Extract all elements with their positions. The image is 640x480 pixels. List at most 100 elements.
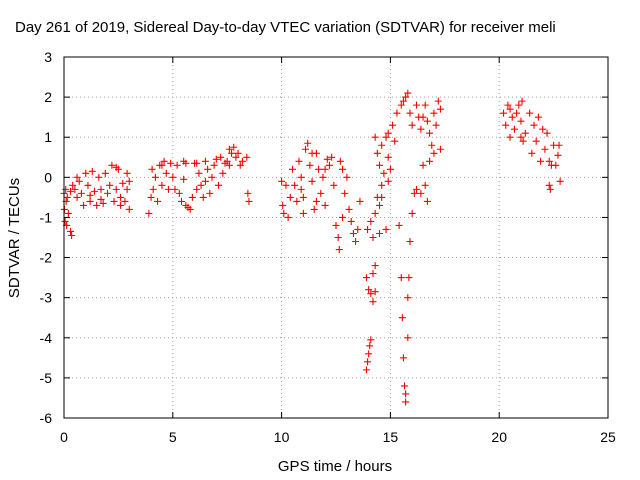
- data-point: [369, 234, 377, 241]
- data-point: [319, 173, 327, 181]
- data-point: [382, 225, 390, 233]
- data-point: [430, 149, 438, 157]
- data-point: [397, 274, 405, 282]
- data-point: [112, 163, 120, 171]
- data-point: [384, 153, 392, 161]
- data-point: [154, 197, 162, 205]
- data-point: [378, 181, 386, 189]
- data-point: [371, 262, 379, 270]
- data-point: [86, 197, 94, 205]
- data-point: [369, 298, 377, 306]
- data-point: [404, 294, 412, 302]
- data-point: [539, 125, 547, 133]
- data-point: [413, 101, 421, 109]
- data-point: [84, 181, 92, 189]
- data-point: [125, 177, 133, 185]
- data-point: [201, 157, 209, 165]
- data-point: [517, 117, 525, 125]
- data-point: [537, 157, 545, 165]
- data-point: [398, 314, 406, 322]
- data-point: [164, 185, 172, 193]
- x-tick-label: 0: [60, 429, 68, 445]
- data-point: [518, 97, 526, 105]
- data-point: [395, 221, 403, 229]
- data-point: [413, 185, 421, 193]
- data-point: [426, 157, 434, 165]
- data-point: [521, 129, 529, 137]
- chart-title: Day 261 of 2019, Sidereal Day-to-day VTE…: [15, 19, 556, 36]
- data-point: [173, 161, 181, 169]
- data-point: [69, 181, 77, 189]
- data-point: [117, 201, 125, 209]
- data-point: [171, 185, 179, 193]
- data-point: [312, 197, 320, 205]
- data-point: [421, 101, 429, 109]
- data-point: [334, 234, 342, 241]
- data-point: [62, 185, 70, 193]
- data-point: [151, 173, 159, 181]
- data-point: [378, 141, 386, 149]
- data-point: [188, 193, 196, 201]
- data-point: [282, 181, 290, 189]
- data-point: [534, 113, 542, 121]
- data-point: [158, 161, 166, 169]
- data-point: [88, 167, 96, 175]
- data-point: [417, 189, 425, 197]
- data-point: [399, 97, 407, 105]
- data-point: [123, 169, 131, 177]
- data-point: [376, 161, 384, 169]
- data-point: [297, 185, 305, 193]
- data-point: [347, 217, 355, 225]
- data-point: [244, 189, 252, 197]
- data-point: [110, 197, 118, 205]
- data-point: [554, 151, 562, 159]
- data-point: [302, 145, 310, 153]
- data-point: [99, 199, 107, 207]
- data-point: [321, 201, 329, 209]
- data-point: [206, 189, 214, 197]
- data-point: [212, 155, 220, 163]
- data-point: [532, 137, 540, 145]
- data-point: [297, 173, 305, 181]
- data-point: [280, 209, 288, 217]
- grid: [64, 57, 608, 418]
- data-point: [502, 121, 510, 129]
- data-point: [419, 161, 427, 169]
- data-point: [75, 177, 83, 185]
- data-points: [60, 89, 564, 406]
- x-tick-label: 20: [491, 429, 507, 445]
- data-point: [145, 209, 153, 217]
- data-point: [245, 197, 253, 205]
- y-tick-label: -2: [40, 250, 53, 266]
- data-point: [82, 169, 90, 177]
- y-tick-label: 3: [44, 49, 52, 65]
- data-point: [208, 173, 216, 181]
- data-point: [384, 129, 392, 137]
- data-point: [402, 390, 410, 398]
- data-point: [73, 193, 81, 201]
- data-point: [552, 161, 560, 169]
- data-point: [304, 139, 312, 147]
- data-point: [336, 157, 344, 165]
- data-point: [195, 169, 203, 177]
- data-point: [232, 153, 240, 161]
- data-point: [371, 209, 379, 217]
- data-point: [243, 153, 251, 161]
- x-tick-label: 10: [274, 429, 290, 445]
- data-point: [369, 270, 377, 278]
- data-point: [323, 155, 331, 163]
- data-point: [430, 109, 438, 117]
- data-point: [293, 197, 301, 205]
- plot-frame: [63, 56, 609, 419]
- data-point: [279, 201, 287, 209]
- data-point: [321, 165, 329, 173]
- data-point: [405, 274, 413, 282]
- data-point: [341, 189, 349, 197]
- data-point: [80, 201, 88, 209]
- data-point: [423, 197, 431, 205]
- data-point: [335, 246, 343, 254]
- data-point: [371, 288, 379, 296]
- y-tick-label: 2: [44, 89, 52, 105]
- data-point: [510, 125, 518, 133]
